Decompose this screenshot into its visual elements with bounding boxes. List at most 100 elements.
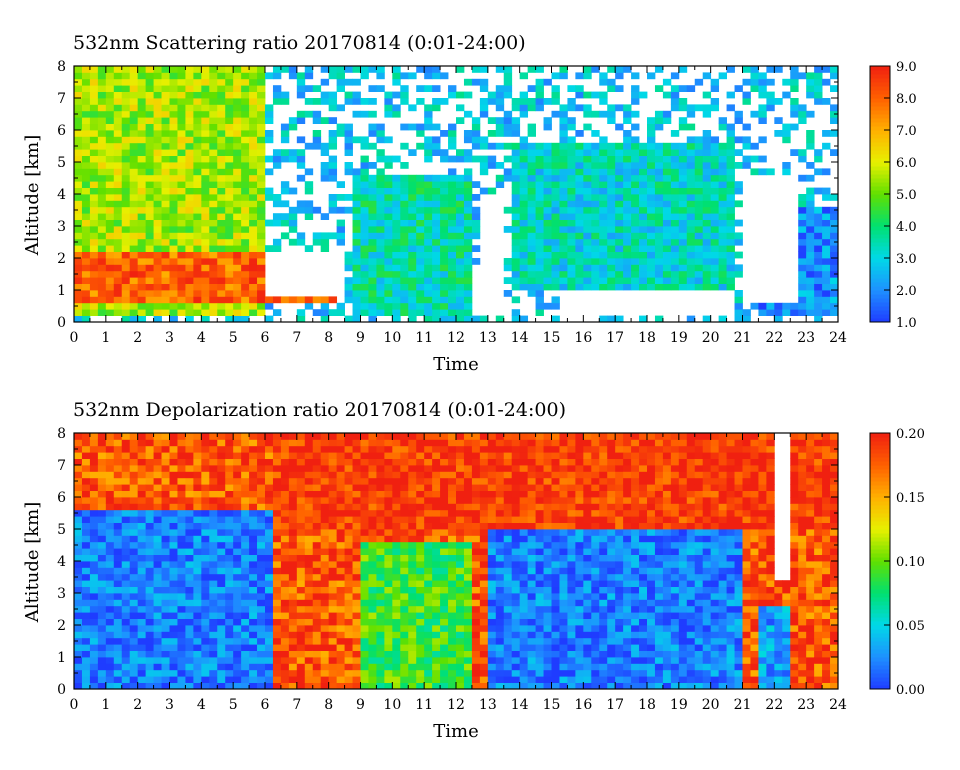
heatmap-cell: [790, 149, 799, 156]
colorbar-segment: [870, 94, 890, 99]
heatmap-cell: [105, 484, 115, 491]
heatmap-cell: [806, 302, 815, 310]
heatmap-cell: [288, 484, 298, 491]
heatmap-cell: [328, 484, 338, 491]
heatmap-cell: [798, 110, 807, 118]
heatmap-cell: [814, 309, 823, 316]
heatmap-cell: [74, 458, 83, 466]
heatmap-cell: [129, 471, 139, 479]
heatmap-cell: [145, 452, 154, 459]
heatmap-cell: [408, 238, 417, 246]
heatmap-cell: [416, 541, 425, 549]
heatmap-cell: [304, 296, 314, 304]
heatmap-cell: [686, 174, 696, 182]
heatmap-cell: [519, 200, 529, 208]
heatmap-cell: [217, 650, 226, 658]
heatmap-cell: [400, 251, 409, 259]
heatmap-cell: [448, 497, 457, 504]
heatmap-cell: [368, 554, 377, 562]
heatmap-cell: [535, 78, 544, 86]
heatmap-cell: [535, 245, 544, 252]
heatmap-cell: [201, 72, 210, 80]
heatmap-cell: [742, 136, 751, 144]
heatmap-cell: [137, 637, 147, 645]
heatmap-cell: [416, 529, 425, 536]
heatmap-cell: [121, 110, 131, 118]
heatmap-cell: [726, 200, 735, 208]
heatmap-cell: [257, 155, 266, 163]
heatmap-cell: [599, 264, 608, 272]
heatmap-cell: [153, 162, 162, 169]
heatmap-cell: [288, 226, 298, 233]
heatmap-cell: [368, 586, 377, 594]
heatmap-cell: [750, 155, 759, 163]
heatmap-cell: [463, 290, 473, 297]
heatmap-cell: [241, 650, 250, 658]
heatmap-cell: [591, 206, 600, 214]
heatmap-cell: [161, 484, 170, 491]
heatmap-cell: [121, 187, 131, 195]
heatmap-cell: [416, 66, 425, 73]
heatmap-cell: [424, 682, 433, 690]
heatmap-cell: [81, 142, 91, 150]
heatmap-cell: [678, 258, 688, 265]
colorbar-segment: [870, 154, 890, 159]
heatmap-cell: [320, 599, 330, 607]
heatmap-cell: [742, 66, 751, 73]
heatmap-cell: [225, 618, 234, 626]
heatmap-cell: [113, 142, 123, 150]
heatmap-cell: [424, 174, 433, 182]
heatmap-cell: [320, 117, 330, 124]
heatmap-cell: [607, 213, 616, 220]
heatmap-cell: [272, 663, 282, 671]
heatmap-cell: [121, 162, 131, 169]
heatmap-cell: [336, 599, 345, 607]
heatmap-cell: [225, 187, 234, 195]
heatmap-cell: [376, 644, 385, 651]
heatmap-cell: [678, 270, 688, 278]
heatmap-cell: [400, 618, 409, 626]
heatmap-cell: [336, 452, 345, 459]
heatmap-cell: [567, 117, 576, 124]
heatmap-cell: [89, 213, 99, 220]
heatmap-cell: [225, 567, 234, 575]
heatmap-cell: [551, 181, 560, 188]
heatmap-cell: [177, 433, 186, 440]
heatmap-cell: [145, 194, 154, 201]
heatmap-cell: [360, 612, 369, 619]
heatmap-cell: [169, 433, 178, 440]
heatmap-cell: [217, 452, 226, 459]
heatmap-cell: [790, 110, 799, 118]
heatmap-cell: [400, 277, 409, 284]
heatmap-cell: [312, 110, 322, 118]
heatmap-cell: [408, 439, 417, 447]
heatmap-cell: [448, 637, 457, 645]
heatmap-cell: [440, 130, 449, 137]
heatmap-cell: [392, 309, 401, 316]
heatmap-cell: [74, 315, 83, 323]
heatmap-cell: [670, 162, 680, 169]
heatmap-cell: [185, 296, 194, 304]
heatmap-cell: [463, 130, 473, 137]
colorbar-segment: [870, 78, 890, 83]
colorbar-segment: [870, 102, 890, 107]
heatmap-cell: [74, 644, 83, 651]
heatmap-cell: [599, 110, 608, 118]
heatmap-cell: [559, 238, 568, 246]
heatmap-cell: [233, 149, 242, 156]
heatmap-cell: [201, 612, 210, 619]
heatmap-cell: [678, 85, 688, 92]
heatmap-cell: [448, 509, 457, 517]
heatmap-cell: [352, 605, 361, 613]
heatmap-cell: [424, 251, 433, 259]
heatmap-cell: [193, 682, 202, 690]
heatmap-cell: [710, 219, 720, 227]
heatmap-cell: [161, 445, 170, 453]
heatmap-cell: [280, 650, 290, 658]
heatmap-cell: [440, 433, 449, 440]
heatmap-cell: [257, 226, 266, 233]
heatmap-cell: [822, 277, 831, 284]
heatmap-cell: [352, 663, 361, 671]
heatmap-cell: [74, 78, 83, 86]
heatmap-cell: [241, 162, 250, 169]
